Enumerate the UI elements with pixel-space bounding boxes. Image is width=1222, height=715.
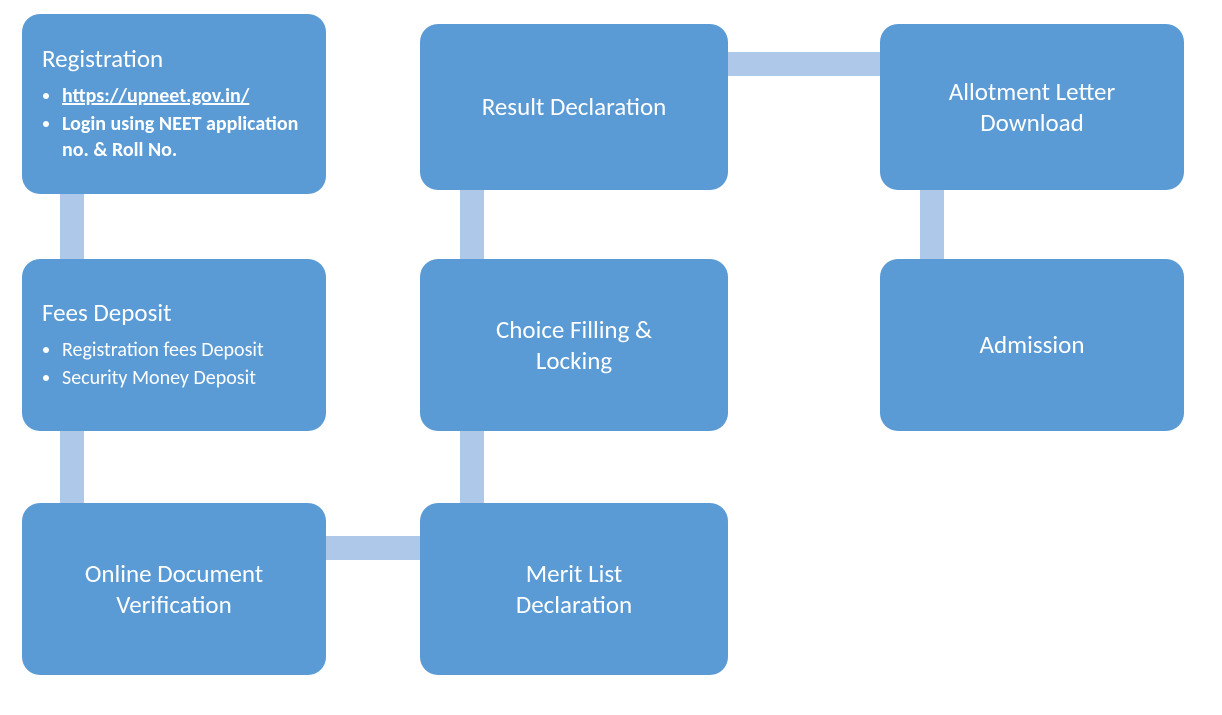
node-title: Admission bbox=[980, 329, 1085, 360]
node-title: Allotment LetterDownload bbox=[949, 76, 1115, 139]
node-title: Merit ListDeclaration bbox=[516, 558, 632, 621]
node-merit: Merit ListDeclaration bbox=[420, 503, 728, 675]
node-title: Choice Filling &Locking bbox=[496, 314, 652, 377]
bullet-item: https://upneet.gov.in/ bbox=[62, 83, 306, 109]
connector-registration-fees bbox=[60, 194, 84, 259]
bullet-item: Registration fees Deposit bbox=[62, 337, 306, 363]
node-registration: Registration https://upneet.gov.in/Login … bbox=[22, 14, 326, 194]
connector-allotment-admission bbox=[920, 190, 944, 259]
node-title: Result Declaration bbox=[482, 91, 667, 122]
node-allotment: Allotment LetterDownload bbox=[880, 24, 1184, 190]
bullet-item: Login using NEET application no. & Roll … bbox=[62, 111, 306, 163]
node-title: Fees Deposit bbox=[42, 297, 306, 328]
node-bullets: https://upneet.gov.in/Login using NEET a… bbox=[42, 83, 306, 165]
node-result: Result Declaration bbox=[420, 24, 728, 190]
node-bullets: Registration fees DepositSecurity Money … bbox=[42, 337, 306, 393]
node-choice: Choice Filling &Locking bbox=[420, 259, 728, 431]
connector-result-allotment bbox=[728, 52, 880, 76]
connector-choice-result bbox=[460, 190, 484, 259]
node-title: Online DocumentVerification bbox=[85, 558, 263, 621]
bullet-item: Security Money Deposit bbox=[62, 365, 306, 391]
connector-fees-docverify bbox=[60, 431, 84, 503]
node-admission: Admission bbox=[880, 259, 1184, 431]
connector-merit-choice bbox=[460, 431, 484, 503]
node-title: Registration bbox=[42, 43, 306, 74]
connector-docverify-merit bbox=[326, 536, 420, 560]
node-docverify: Online DocumentVerification bbox=[22, 503, 326, 675]
node-fees: Fees Deposit Registration fees DepositSec… bbox=[22, 259, 326, 431]
